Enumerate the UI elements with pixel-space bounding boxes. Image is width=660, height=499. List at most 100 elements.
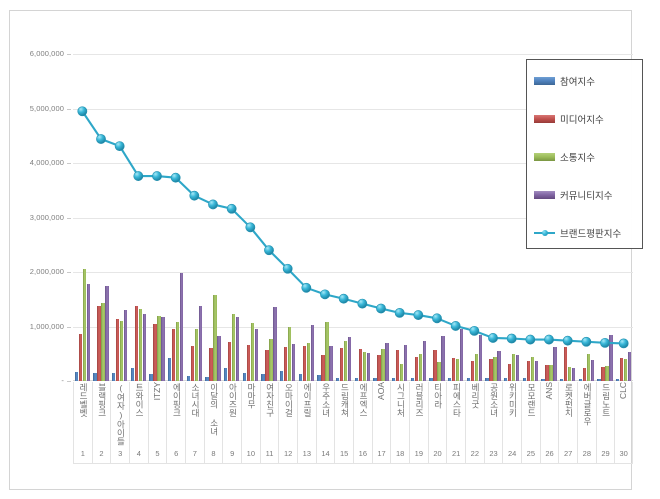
bar-group (614, 54, 633, 381)
x-axis-category-text: 시그니처 (395, 383, 406, 417)
legend-item-0[interactable]: 참여지수 (534, 74, 595, 88)
x-axis-rank-cell: 2 (91, 444, 111, 464)
legend-item-4[interactable]: 브랜드평판지수 (534, 226, 621, 240)
line-marker (450, 321, 461, 331)
line-marker (114, 141, 125, 151)
bar-3 (422, 341, 426, 381)
bar-0 (149, 373, 153, 381)
bar-0 (317, 375, 321, 381)
bar-2 (250, 323, 254, 381)
x-axis-category-text: 에프엑스 (358, 383, 369, 417)
bar-2 (82, 268, 86, 381)
x-axis-category-cell: 러블리즈 (409, 382, 428, 444)
y-axis-label: 3,000,000 (29, 212, 64, 222)
bar-group (465, 54, 484, 381)
gridline (73, 54, 633, 55)
bar-1 (209, 348, 213, 381)
x-axis-category-cell: ITZY (147, 382, 167, 444)
bar-1 (172, 329, 176, 381)
bar-3 (105, 285, 109, 381)
brand-reputation-line-series (77, 106, 629, 349)
bar-2 (194, 328, 198, 381)
line-marker (488, 333, 498, 343)
bar-3 (254, 329, 258, 381)
bar-1 (452, 358, 456, 381)
line-marker (245, 222, 256, 233)
x-axis-category-text: 베리굿 (470, 383, 481, 409)
bar-group (502, 54, 521, 381)
x-axis-category-cell: 여자친구 (259, 382, 279, 444)
bar-0 (541, 378, 545, 381)
legend-item-3[interactable]: 커뮤니티지수 (534, 188, 612, 202)
x-axis-category-text: 우주소녀 (321, 383, 332, 417)
x-axis-category-text: 모모랜드 (526, 383, 537, 417)
x-axis-category-text: 레드벨벳 (78, 383, 89, 417)
x-axis-rank-cell: 30 (614, 444, 633, 464)
x-axis-category-cell: 아이즈원 (222, 382, 241, 444)
x-axis-category-cell: 트와이스 (129, 382, 148, 444)
x-axis-category-cell: 베리굿 (465, 382, 484, 444)
bar-1 (358, 349, 362, 381)
x-axis-rank-cell: 18 (390, 444, 409, 464)
x-axis-rank-cell: 1 (73, 444, 92, 464)
bar-group (278, 54, 297, 381)
bar-2 (568, 366, 572, 381)
bar-3 (515, 354, 520, 381)
x-axis-category-cell: (여자)아이들 (110, 382, 129, 446)
bar-0 (448, 378, 452, 381)
bar-1 (414, 357, 418, 381)
x-axis-category-text: AOA (375, 382, 386, 400)
line-marker (357, 298, 368, 309)
x-axis-category-cell: 이달의 소녀 (203, 382, 223, 444)
plot-area (73, 54, 633, 381)
bar-group (73, 54, 92, 381)
bar-group (409, 54, 428, 381)
x-axis-rank-cell: 3 (110, 444, 129, 464)
bar-1 (489, 359, 493, 381)
x-axis-line (73, 380, 633, 381)
bar-0 (504, 378, 508, 381)
bar-group (110, 54, 129, 381)
y-axis-label: 6,000,000 (29, 49, 64, 58)
bar-1 (228, 341, 232, 381)
bar-1 (396, 349, 400, 381)
line-marker (282, 263, 293, 274)
chart-frame: 6,000,000 5,000,000 4,000,000 3,000,000 2,00… (9, 10, 643, 490)
bar-group (558, 54, 577, 381)
bar-1 (377, 354, 381, 381)
x-axis-category-text: 로켓펀치 (563, 383, 574, 417)
bar-0 (392, 378, 396, 381)
x-axis-category-cell: 우주소녀 (315, 382, 335, 444)
x-axis-category-cell: 티아라 (427, 382, 447, 444)
legend-swatch-icon (534, 153, 555, 161)
bar-0 (130, 367, 134, 381)
bar-group (166, 54, 185, 381)
bar-2 (549, 364, 553, 381)
bar-group (129, 54, 148, 381)
line-marker (320, 289, 330, 300)
x-axis-rank-numbers: 1 2 3 4 5 6 7 8 9 10 11 12 13 14 15 16 17 18 19 20 21 22 23 24 2… (73, 444, 633, 464)
bar-2 (362, 352, 366, 381)
bar-1 (601, 367, 605, 381)
x-axis-category-cell: CLC (614, 382, 633, 444)
y-axis-label: - (61, 376, 64, 385)
x-axis-category-text: 아이즈원 (227, 383, 238, 417)
bar-group (204, 54, 223, 381)
x-axis-category-cell: 위키미키 (502, 382, 521, 444)
bar-3 (385, 342, 389, 381)
legend-item-1[interactable]: 미디어지수 (534, 112, 604, 126)
legend-item-2[interactable]: 소통지수 (534, 150, 595, 164)
bar-3 (161, 316, 165, 381)
x-axis-category-text: 여자친구 (265, 383, 276, 417)
bar-2 (605, 365, 609, 381)
bar-0 (93, 372, 97, 381)
x-axis-category-cell: 모모랜드 (521, 382, 540, 444)
bar-group (92, 54, 111, 381)
x-axis-category-text: 블랙핑크 (97, 383, 108, 417)
x-axis-category-text: 마마무 (246, 383, 257, 409)
bar-group (372, 54, 391, 381)
bar-1 (97, 305, 101, 381)
bar-0 (466, 377, 470, 381)
x-axis-category-text: 피에스타 (451, 383, 462, 417)
